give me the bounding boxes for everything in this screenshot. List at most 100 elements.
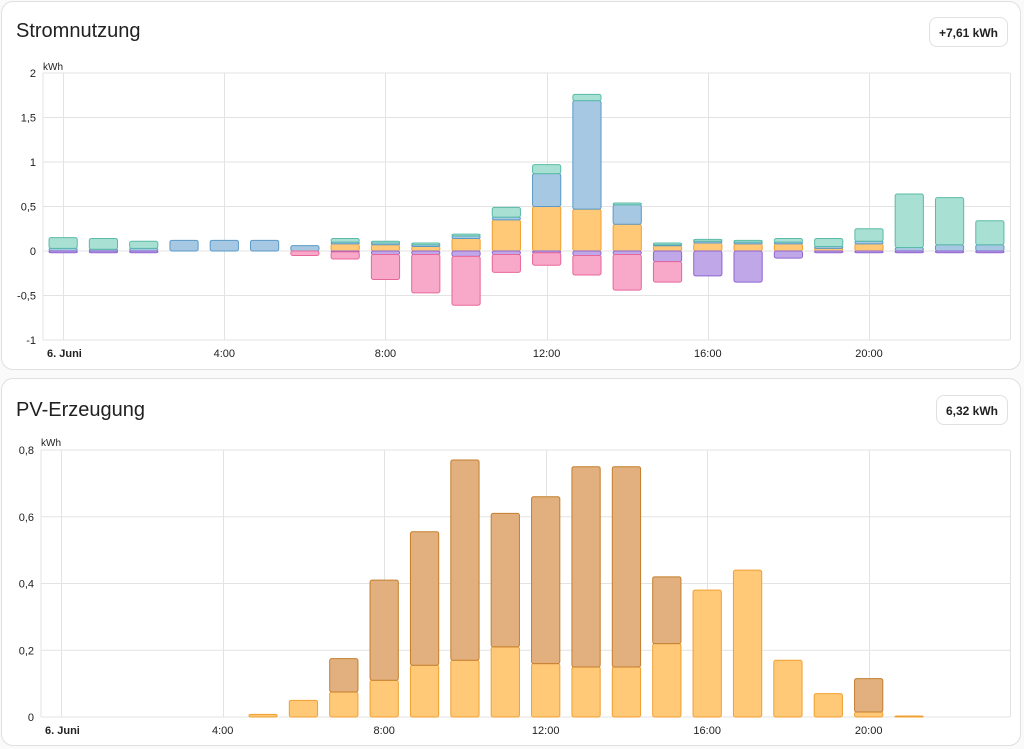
bar-battery-charge[interactable] [693,250,723,277]
bar-battery-discharge[interactable] [854,228,884,242]
bar-solar[interactable] [409,664,440,718]
bar-battery-charge[interactable] [491,250,521,256]
bar-battery-charge[interactable] [88,250,119,254]
bar-solar[interactable] [612,223,642,252]
bar-battery-discharge[interactable] [693,238,723,242]
bar-solar[interactable] [451,238,481,252]
bar-grid-import[interactable] [975,244,1005,252]
bar-grid-export[interactable] [411,254,441,294]
bar-solar[interactable] [490,646,520,718]
bar-self-consumed[interactable] [531,496,561,665]
bar-solar[interactable] [773,659,803,718]
bar-solar[interactable] [652,643,682,718]
bar-solar[interactable] [571,666,601,718]
bar-solar[interactable] [773,243,803,252]
bar-solar[interactable] [531,663,561,718]
bar-battery-discharge[interactable] [894,193,924,248]
bar-battery-discharge[interactable] [330,238,360,243]
bar-battery-discharge[interactable] [773,238,803,243]
bar-solar[interactable] [369,679,399,718]
bar-self-consumed[interactable] [369,579,399,681]
bar-grid-import[interactable] [934,244,965,252]
bar-grid-import[interactable] [209,239,239,252]
bar-grid-import[interactable] [169,239,199,252]
bar-battery-discharge[interactable] [532,164,562,175]
bar-self-consumed[interactable] [450,459,480,661]
production-total-badge[interactable]: 6,32 kWh [935,395,1008,425]
bar-battery-charge[interactable] [814,250,844,254]
bar-solar[interactable] [330,243,360,252]
bar-grid-export[interactable] [491,254,521,273]
bar-self-consumed[interactable] [409,531,440,666]
bar-grid-export[interactable] [572,254,602,276]
bar-battery-discharge[interactable] [652,242,683,246]
bar-solar[interactable] [692,589,722,718]
bar-battery-discharge[interactable] [975,220,1005,246]
bar-grid-export[interactable] [532,252,562,266]
bar-grid-import[interactable] [572,100,602,210]
bar-battery-charge[interactable] [652,250,683,263]
bar-grid-export[interactable] [652,261,683,283]
bar-solar[interactable] [450,659,480,718]
bar-battery-discharge[interactable] [88,238,119,250]
bar-battery-charge[interactable] [733,250,763,283]
bar-battery-discharge[interactable] [934,197,965,246]
bar-solar[interactable] [813,693,843,718]
bar-battery-charge[interactable] [370,250,401,256]
bar-battery-charge[interactable] [773,250,803,259]
bar-self-consumed[interactable] [490,512,520,648]
bar-solar[interactable] [248,713,278,718]
bar-battery-discharge[interactable] [370,240,401,244]
bar-battery-discharge[interactable] [612,202,642,206]
bar-grid-export[interactable] [612,254,642,291]
bar-solar[interactable] [370,244,401,252]
bar-battery-charge[interactable] [411,250,441,256]
bar-battery-charge[interactable] [572,250,602,256]
bar-battery-charge[interactable] [129,250,159,254]
bar-battery-charge[interactable] [934,250,965,254]
bar-grid-export[interactable] [290,250,320,256]
bar-battery-charge[interactable] [854,250,884,254]
bar-grid-import[interactable] [612,204,642,225]
bar-battery-discharge[interactable] [491,206,521,218]
bar-battery-discharge[interactable] [411,242,441,246]
bar-grid-import[interactable] [532,173,562,208]
bar-battery-discharge[interactable] [451,233,481,237]
bar-self-consumed[interactable] [854,678,884,713]
bar-solar[interactable] [611,666,642,718]
bar-solar[interactable] [733,243,763,252]
bar-battery-charge[interactable] [451,250,481,257]
bar-solar[interactable] [288,699,319,718]
bar-battery-discharge[interactable] [814,238,844,248]
bar-solar[interactable] [532,206,562,252]
bar-self-consumed[interactable] [652,576,682,645]
bar-grid-export[interactable] [330,251,360,260]
bar-solar[interactable] [329,691,359,718]
bar-grid-import[interactable] [290,245,320,252]
bar-solar[interactable] [854,711,884,718]
bar-battery-discharge[interactable] [129,240,159,249]
bar-solar[interactable] [491,219,521,252]
bar-grid-export[interactable] [451,255,481,306]
usage-total-badge[interactable]: +7,61 kWh [928,17,1008,47]
bar-self-consumed[interactable] [571,466,601,668]
bar-grid-import[interactable] [250,239,280,252]
bar-battery-discharge[interactable] [733,239,763,243]
bar-solar[interactable] [411,246,441,252]
bar-self-consumed[interactable] [611,466,642,668]
bar-battery-charge[interactable] [612,250,642,256]
bar-solar[interactable] [732,569,763,718]
bar-solar[interactable] [854,243,884,252]
bar-solar[interactable] [894,715,924,718]
bar-solar[interactable] [572,208,602,252]
bar-solar[interactable] [693,242,723,252]
bar-battery-charge[interactable] [894,250,924,254]
bar-battery-discharge[interactable] [48,237,78,249]
bar-grid-export[interactable] [370,254,401,280]
bar-battery-charge[interactable] [975,250,1005,254]
bar-battery-charge[interactable] [48,250,78,254]
bar-solar[interactable] [652,245,683,252]
bar-grid-import[interactable] [894,246,924,252]
bar-battery-discharge[interactable] [572,93,602,102]
bar-self-consumed[interactable] [329,658,359,693]
